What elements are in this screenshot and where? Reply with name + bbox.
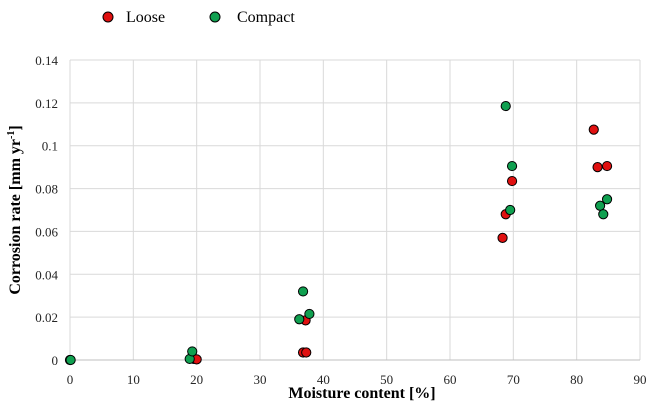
x-tick-label: 30 <box>254 372 267 387</box>
legend-label-loose: Loose <box>126 9 165 26</box>
x-axis-title: Moisture content [%] <box>288 385 435 402</box>
data-point-compact <box>304 308 315 320</box>
data-point-compact <box>65 354 76 366</box>
data-point-loose <box>506 175 518 187</box>
data-point-compact <box>598 209 609 220</box>
x-tick-label: 10 <box>127 372 140 387</box>
data-point-loose <box>301 347 312 358</box>
data-point-loose <box>592 162 603 173</box>
y-tick-label: 0 <box>52 353 59 368</box>
data-point-compact <box>187 346 198 357</box>
y-axis-title: Corrosion rate [mm yr-1] <box>6 125 24 294</box>
data-point-loose <box>588 124 599 135</box>
x-tick-label: 0 <box>67 372 74 387</box>
x-tick-label: 90 <box>634 372 647 387</box>
data-point-compact <box>500 100 511 112</box>
gridlines <box>69 59 641 361</box>
x-tick-label: 20 <box>190 372 203 387</box>
x-tick-label: 70 <box>507 372 520 387</box>
legend-marker-compact <box>209 11 221 23</box>
x-tick-label: 80 <box>570 372 583 387</box>
data-point-loose <box>497 232 508 243</box>
y-tick-label: 0.08 <box>35 182 58 197</box>
data-point-compact <box>601 194 613 205</box>
x-tick-label: 50 <box>380 372 393 387</box>
x-tick-label: 40 <box>317 372 330 387</box>
y-tick-label: 0.1 <box>42 139 58 154</box>
y-axis-title-main: Corrosion rate [mm yr <box>7 139 24 295</box>
y-axis-title-superscript: -1 <box>6 131 17 139</box>
data-point-compact <box>505 204 516 216</box>
y-tick-label: 0.02 <box>35 310 58 325</box>
y-axis-title-end: ] <box>7 125 24 130</box>
legend: Loose Compact <box>102 9 295 26</box>
data-points <box>64 100 613 366</box>
data-point-loose <box>601 160 613 172</box>
data-point-compact <box>506 160 518 172</box>
y-tick-label: 0.06 <box>35 224 58 239</box>
tick-labels: 0 10 20 30 40 50 60 70 80 90 0 0.02 0.04 0.06 0.08 0.1 0… <box>35 53 646 387</box>
legend-label-compact: Compact <box>237 9 295 26</box>
data-point-compact <box>294 314 305 325</box>
x-tick-label: 60 <box>444 372 457 387</box>
legend-marker-loose <box>102 11 114 23</box>
y-tick-label: 0.12 <box>35 96 58 111</box>
y-tick-label: 0.14 <box>35 53 58 68</box>
data-point-compact <box>297 286 309 297</box>
y-tick-label: 0.04 <box>35 267 58 282</box>
